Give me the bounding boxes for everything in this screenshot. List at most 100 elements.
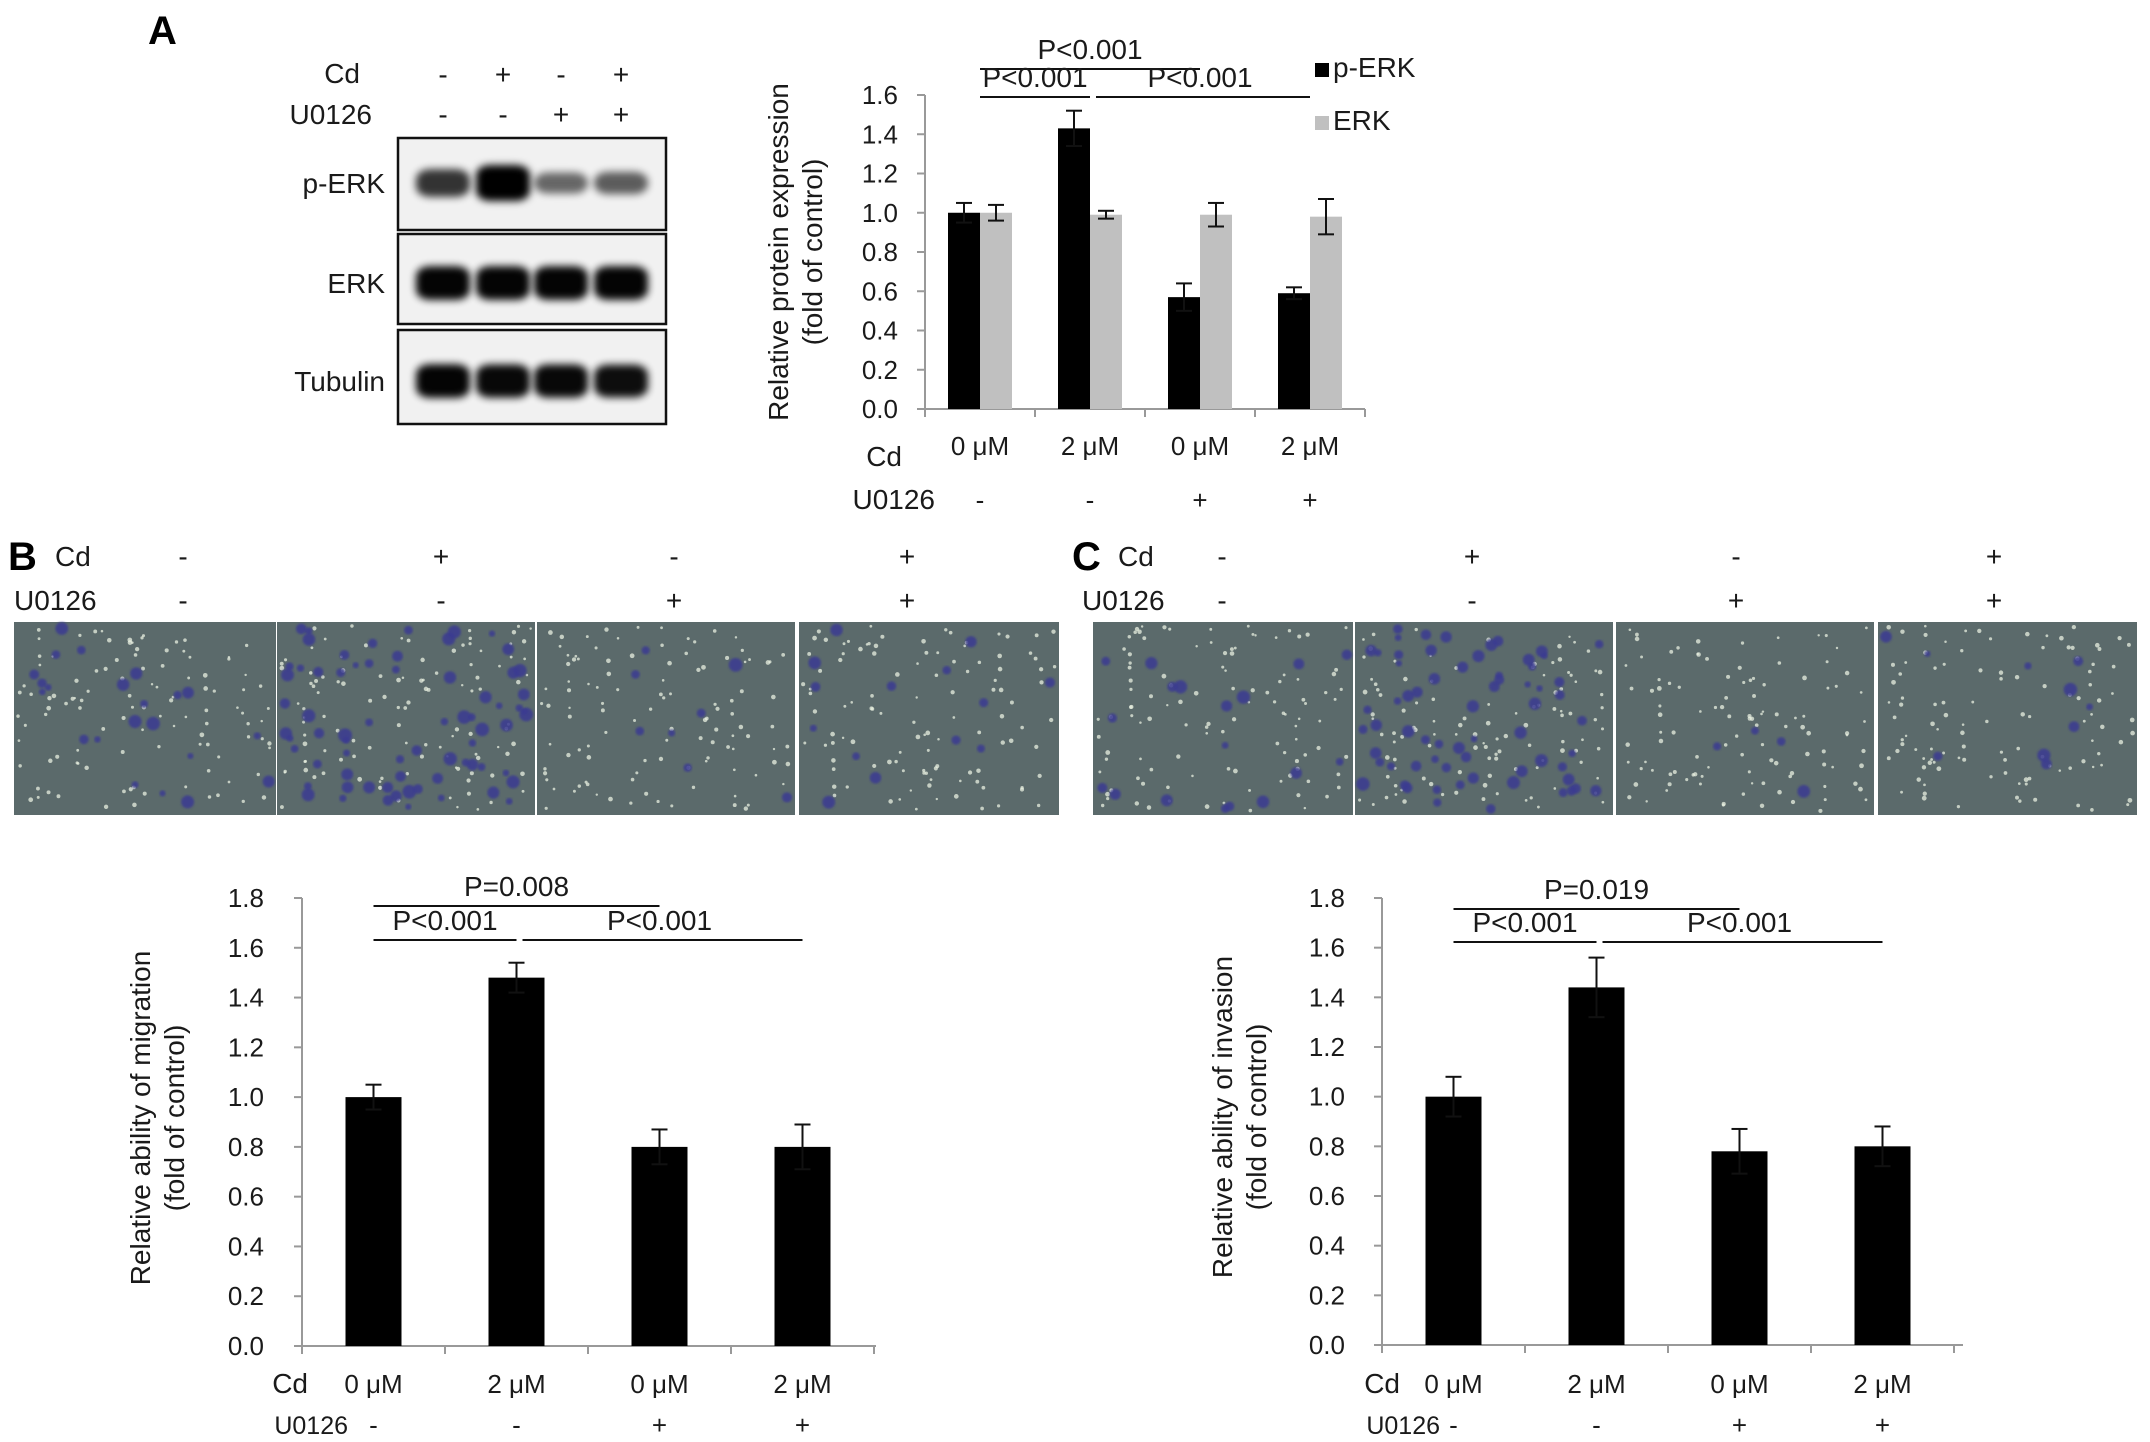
stained-cell [1554, 677, 1565, 688]
pore-dot [1574, 680, 1578, 683]
pore-dot [1802, 675, 1807, 681]
pore-dot [335, 728, 340, 733]
stained-cell [432, 772, 444, 784]
pore-dot [952, 716, 956, 719]
category-label: 2 μM [1853, 1369, 1911, 1399]
stained-cell [1101, 656, 1111, 666]
pore-dot [636, 625, 640, 629]
stained-cell [77, 645, 86, 655]
pore-dot [571, 657, 577, 662]
category-label: 2 μM [1567, 1369, 1625, 1399]
pore-dot [1789, 770, 1795, 776]
pore-dot [544, 687, 548, 691]
pore-dot [1705, 656, 1709, 661]
micrograph-b-3 [537, 622, 795, 815]
stained-cell [339, 794, 347, 802]
pore-dot [915, 734, 921, 740]
pore-dot [55, 754, 60, 759]
pore-dot [2096, 698, 2102, 703]
pore-dot [1961, 744, 1966, 749]
pore-dot [2091, 765, 2095, 769]
pore-dot [841, 736, 845, 740]
pore-dot [2127, 797, 2133, 803]
pore-dot [1454, 790, 1459, 795]
pore-dot [2023, 777, 2029, 783]
pore-dot [772, 747, 776, 751]
pore-dot [1482, 782, 1488, 788]
pore-dot [37, 637, 41, 641]
pore-dot [643, 758, 647, 763]
pore-dot [867, 642, 871, 646]
stained-cell [1428, 673, 1441, 685]
y-tick-label: 0.4 [228, 1231, 264, 1261]
pore-dot [740, 648, 744, 653]
stained-cell [1402, 725, 1415, 738]
pore-dot [171, 695, 175, 699]
stained-cell [495, 702, 503, 710]
pore-dot [1161, 673, 1167, 679]
bar-value [774, 1146, 831, 1346]
pore-dot [456, 805, 459, 809]
pore-dot [1483, 744, 1488, 750]
pore-dot [729, 698, 734, 703]
pore-dot [879, 711, 883, 715]
micrograph-c-3 [1616, 622, 1874, 815]
pore-dot [36, 795, 40, 799]
pore-dot [1748, 678, 1753, 683]
stained-cell [296, 664, 305, 672]
pore-dot [1774, 712, 1779, 717]
pore-dot [1962, 757, 1967, 762]
category-label: 2 μM [487, 1369, 545, 1399]
pore-dot [29, 692, 33, 697]
pore-dot [1421, 776, 1426, 781]
stained-cell [140, 700, 149, 708]
pore-dot [1371, 802, 1375, 806]
stained-cell [302, 633, 316, 646]
pore-dot [1698, 782, 1702, 786]
stained-cell [1467, 772, 1479, 784]
pore-dot [1581, 738, 1584, 742]
pore-dot [378, 785, 383, 790]
pore-dot [169, 698, 174, 703]
pore-dot [184, 715, 188, 719]
pore-dot [1723, 743, 1728, 747]
pore-dot [2070, 645, 2075, 650]
stained-cell [390, 790, 402, 802]
pore-dot [916, 662, 919, 665]
pore-dot [2027, 776, 2032, 781]
pore-dot [1560, 748, 1565, 753]
stained-cell [457, 710, 471, 724]
stained-cell [51, 650, 61, 659]
pore-dot [1800, 724, 1806, 730]
pore-dot [616, 636, 620, 640]
pore-dot [830, 731, 835, 737]
pore-dot [739, 689, 744, 694]
pore-dot [869, 706, 874, 711]
pore-dot [2016, 746, 2021, 751]
y-tick-label: 0.0 [862, 394, 898, 424]
micrograph-u0126-sign: + [1728, 585, 1744, 616]
stained-cell [1365, 644, 1377, 657]
pore-dot [665, 738, 669, 742]
pore-dot [164, 648, 169, 653]
pore-dot [256, 772, 260, 777]
pore-dot [396, 723, 401, 728]
pore-dot [121, 716, 126, 721]
pore-dot [2033, 797, 2038, 802]
pore-dot [1927, 760, 1933, 765]
pore-dot [1887, 701, 1891, 704]
stained-cell [477, 763, 486, 771]
pore-dot [468, 731, 473, 736]
pore-dot [1128, 661, 1132, 665]
pore-dot [1284, 713, 1287, 716]
pore-dot [475, 675, 480, 680]
chart-b-migration: 0.0 0.2 0.4 0.6 0.8 1.0 1.2 1.4 1.6 1.8 Relative a… [125, 871, 876, 1440]
pore-dot [1933, 702, 1937, 707]
stained-cell [443, 671, 457, 684]
micrograph-cd-sign: - [669, 541, 678, 572]
stained-cell [1167, 681, 1178, 692]
stained-cell [466, 758, 479, 771]
pore-dot [198, 742, 202, 746]
blot-cd-sign: - [438, 59, 447, 90]
bar-p-erk [948, 212, 980, 409]
